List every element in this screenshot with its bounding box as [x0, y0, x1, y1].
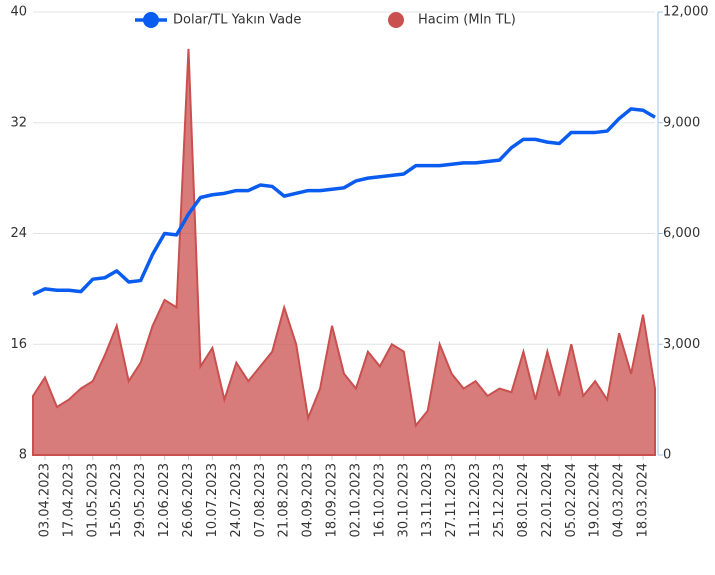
x-tick-label: 29.05.2023: [133, 463, 148, 537]
y-tick-label: 8: [19, 448, 27, 463]
y2-tick-label: 3,000: [663, 337, 700, 352]
legend-label: Hacim (Mln TL): [418, 13, 516, 28]
x-tick-label: 19.02.2024: [588, 463, 603, 537]
x-tick-label: 12.06.2023: [157, 463, 172, 537]
x-tick-label: 26.06.2023: [181, 463, 196, 537]
x-tick-label: 15.05.2023: [109, 463, 124, 537]
x-tick-label: 27.11.2023: [444, 463, 459, 537]
x-tick-label: 18.03.2024: [636, 463, 651, 537]
x-tick-label: 04.03.2024: [612, 463, 627, 537]
y2-tick-label: 9,000: [663, 115, 700, 130]
legend-marker: [388, 12, 404, 28]
x-tick-label: 10.07.2023: [205, 463, 220, 537]
y-tick-label: 40: [10, 5, 27, 20]
x-tick-label: 21.08.2023: [277, 463, 292, 537]
x-tick-label: 24.07.2023: [229, 463, 244, 537]
legend-label: Dolar/TL Yakın Vade: [173, 13, 301, 28]
price-line: [32, 107, 656, 297]
y2-tick-label: 6,000: [663, 226, 700, 241]
x-tick-label: 04.09.2023: [301, 463, 316, 537]
x-tick-label: 17.04.2023: [61, 463, 76, 537]
y-tick-label: 24: [10, 226, 27, 241]
x-tick-label: 22.01.2024: [540, 463, 555, 537]
x-tick-label: 07.08.2023: [253, 463, 268, 537]
x-tick-label: 02.10.2023: [348, 463, 363, 537]
x-tick-label: 11.12.2023: [468, 463, 483, 537]
legend-marker: [143, 12, 159, 28]
x-tick-label: 03.04.2023: [37, 463, 52, 537]
x-tick-label: 16.10.2023: [372, 463, 387, 537]
y2-tick-label: 0: [663, 448, 671, 463]
x-tick-label: 25.12.2023: [492, 463, 507, 537]
x-tick-label: 13.11.2023: [420, 463, 435, 537]
x-tick-label: 18.09.2023: [325, 463, 340, 537]
x-tick-label: 05.02.2024: [564, 463, 579, 537]
x-tick-label: 30.10.2023: [396, 463, 411, 537]
volume-area: [32, 48, 656, 456]
y-tick-label: 32: [10, 115, 27, 130]
x-tick-label: 08.01.2024: [516, 463, 531, 537]
y2-tick-label: 12,000: [663, 5, 709, 20]
y-tick-label: 16: [10, 337, 27, 352]
x-tick-label: 01.05.2023: [85, 463, 100, 537]
